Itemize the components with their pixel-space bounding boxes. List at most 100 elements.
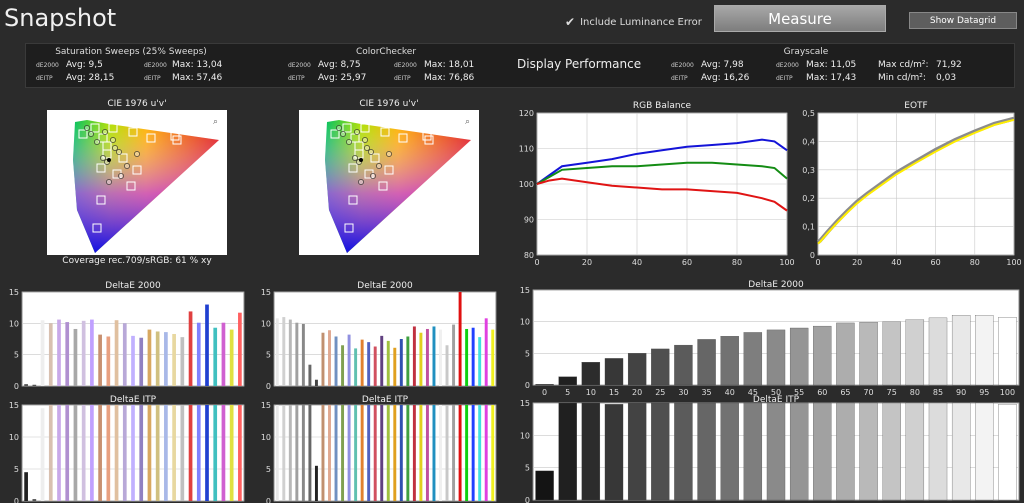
bar [328,405,331,501]
bar [380,335,384,386]
bar [406,336,410,386]
bar [180,405,185,501]
x-tick-label: 0 [534,258,539,267]
bar [65,405,70,501]
bar [48,323,53,386]
saturation-ditp-label: dEITP [36,75,53,82]
y-tick-label: 15 [9,401,19,410]
bar [720,402,739,501]
y-tick-label: 5 [525,464,530,473]
cie-right-diagram: ⌕ [299,110,479,255]
bar [164,405,168,501]
target-marker [78,129,88,139]
plot-area [273,291,497,387]
bar [188,405,193,501]
bar [478,405,482,501]
bar [859,402,878,501]
y-tick-label: 0,2 [802,194,815,203]
target-marker [354,141,364,151]
y-tick-label: 10 [9,319,19,328]
bar [674,344,693,386]
y-tick-label: 15 [261,288,271,297]
bar [491,405,495,501]
colorchecker-de2000-chart: DeltaE 2000 0 5 10 15 [261,281,497,391]
bar [484,318,488,386]
grayscale-de-avg: Avg: 7,98 [701,60,744,70]
measured-marker [84,125,90,131]
bar [432,405,436,501]
target-marker [112,169,122,179]
bar [334,336,338,386]
magnifier-icon-right[interactable]: ⌕ [465,117,470,127]
bar [139,337,144,386]
x-tick-label: 80 [910,388,920,397]
target-marker [108,123,118,133]
grayscale-ditp-label: dEITP [671,75,688,82]
include-luminance-checkbox[interactable]: ✔ Include Luminance Error [565,15,702,29]
bar [341,345,345,386]
bar [308,364,312,386]
bar [452,324,456,386]
bar [604,358,624,386]
bar [558,376,577,386]
bar [720,336,739,386]
bar [425,405,429,501]
bar [412,326,416,386]
y-tick-label: 10 [261,319,271,328]
bar [445,345,449,386]
measure-button[interactable]: Measure [714,5,886,32]
bar [393,347,397,386]
colorchecker-ditp-label-2: dEITP [394,75,411,82]
bar [367,342,371,386]
colorchecker-de2000-label: dE2000 [288,62,311,69]
series-line-0 [536,138,788,185]
chart-title: DeltaE ITP [753,395,800,405]
target-marker [364,169,374,179]
bar [172,405,176,501]
bar [155,331,160,386]
y-tick-label: 10 [261,433,271,442]
y-tick-label: 5 [14,351,19,360]
bar [229,329,234,386]
grayscale-itp-max: Max: 17,43 [806,73,857,83]
target-marker [126,181,136,191]
measured-marker [352,155,358,161]
target-marker [102,141,112,151]
bar [139,405,144,501]
bar [399,339,403,386]
summary-panel: Saturation Sweeps (25% Sweeps) dE2000 Av… [25,43,1015,88]
bar [57,319,61,386]
bar [213,327,218,386]
bar [122,323,127,386]
bar [40,320,45,386]
saturation-de2000-label: dE2000 [36,62,59,69]
bar [73,328,78,386]
cie-left-diagram: ⌕ [47,110,227,255]
y-tick-label: 0 [266,497,271,503]
bar [90,405,94,501]
bar [40,408,45,501]
plot-area [273,404,497,502]
y-tick-label: 0,5 [802,109,815,118]
y-tick-label: 15 [520,399,530,408]
bar [347,334,351,386]
target-marker [348,163,358,173]
grayscale-ditp-label-2: dEITP [776,75,793,82]
y-tick-label: 5 [266,351,271,360]
saturation-title: Saturation Sweeps (25% Sweeps) [55,47,207,57]
target-marker [398,133,408,143]
white-point-marker [107,158,111,162]
bar [24,384,28,386]
target-marker [172,135,182,145]
bar [419,332,423,386]
magnifier-icon[interactable]: ⌕ [213,117,218,127]
target-marker [132,165,142,175]
measured-marker [110,137,116,143]
cie-coverage-text: Coverage rec.709/sRGB: 61 % xy [62,256,212,266]
y-tick-label: 5 [14,465,19,474]
bar [275,318,279,386]
grayscale-ditp-chart: DeltaE ITP 0 5 10 15 [520,395,1020,503]
bar [432,326,436,386]
show-datagrid-button[interactable]: Show Datagrid [909,12,1017,29]
y-tick-label: 5 [525,349,530,358]
